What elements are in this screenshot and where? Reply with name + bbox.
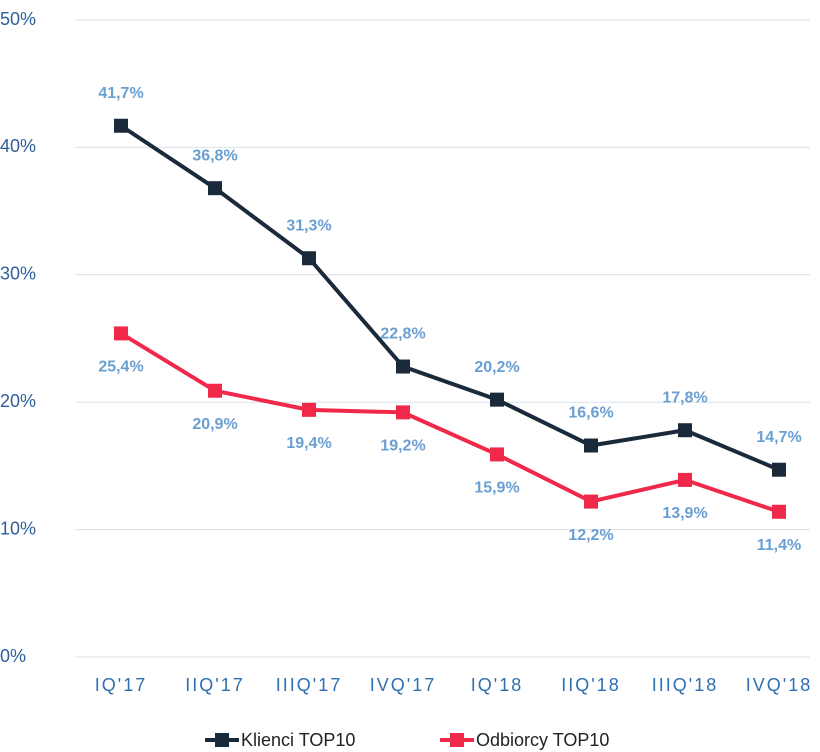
point <box>490 447 504 462</box>
point <box>772 504 786 519</box>
data-label: 31,3% <box>286 217 331 234</box>
x-tick-label: IVQ'17 <box>370 675 436 695</box>
point <box>114 118 128 133</box>
x-tick-label: IIQ'17 <box>185 675 244 695</box>
point <box>678 423 692 438</box>
point <box>396 359 410 374</box>
data-label: 41,7% <box>98 85 143 102</box>
point <box>584 438 598 453</box>
legend-label: Klienci TOP10 <box>241 730 355 750</box>
x-tick-label: IQ'18 <box>471 675 523 695</box>
y-tick-label: 20% <box>0 391 36 411</box>
data-label: 19,4% <box>286 435 331 452</box>
x-tick-label: IIQ'18 <box>561 675 620 695</box>
data-label: 13,9% <box>662 505 707 522</box>
data-label: 25,4% <box>98 359 143 376</box>
x-tick-label: IVQ'18 <box>746 675 812 695</box>
data-label: 19,2% <box>380 438 425 455</box>
point <box>208 181 222 196</box>
data-label: 20,2% <box>474 359 519 376</box>
point <box>772 462 786 477</box>
legend-marker <box>215 733 229 747</box>
point <box>302 402 316 417</box>
point <box>114 326 128 341</box>
y-tick-label: 50% <box>0 9 36 29</box>
y-tick-label: 10% <box>0 518 36 538</box>
data-label: 15,9% <box>474 480 519 497</box>
point <box>302 251 316 266</box>
data-label: 14,7% <box>756 429 801 446</box>
x-tick-label: IQ'17 <box>95 675 147 695</box>
point <box>584 494 598 509</box>
point <box>490 392 504 407</box>
point <box>678 472 692 487</box>
data-label: 11,4% <box>757 537 801 554</box>
data-label: 17,8% <box>662 389 707 406</box>
point <box>208 383 222 398</box>
y-tick-label: 40% <box>0 136 36 156</box>
x-tick-label: IIIQ'17 <box>276 675 342 695</box>
point <box>396 405 410 420</box>
legend-label: Odbiorcy TOP10 <box>476 730 609 750</box>
data-label: 16,6% <box>568 405 613 422</box>
data-label: 36,8% <box>192 147 237 164</box>
series-line <box>119 124 780 472</box>
series-line <box>119 331 780 514</box>
data-label: 22,8% <box>380 326 425 343</box>
y-tick-label: 0% <box>0 646 26 666</box>
data-label: 20,9% <box>192 416 237 433</box>
x-tick-label: IIIQ'18 <box>652 675 718 695</box>
y-tick-label: 30% <box>0 264 36 284</box>
legend-marker <box>450 733 464 747</box>
data-label: 12,2% <box>568 527 613 544</box>
